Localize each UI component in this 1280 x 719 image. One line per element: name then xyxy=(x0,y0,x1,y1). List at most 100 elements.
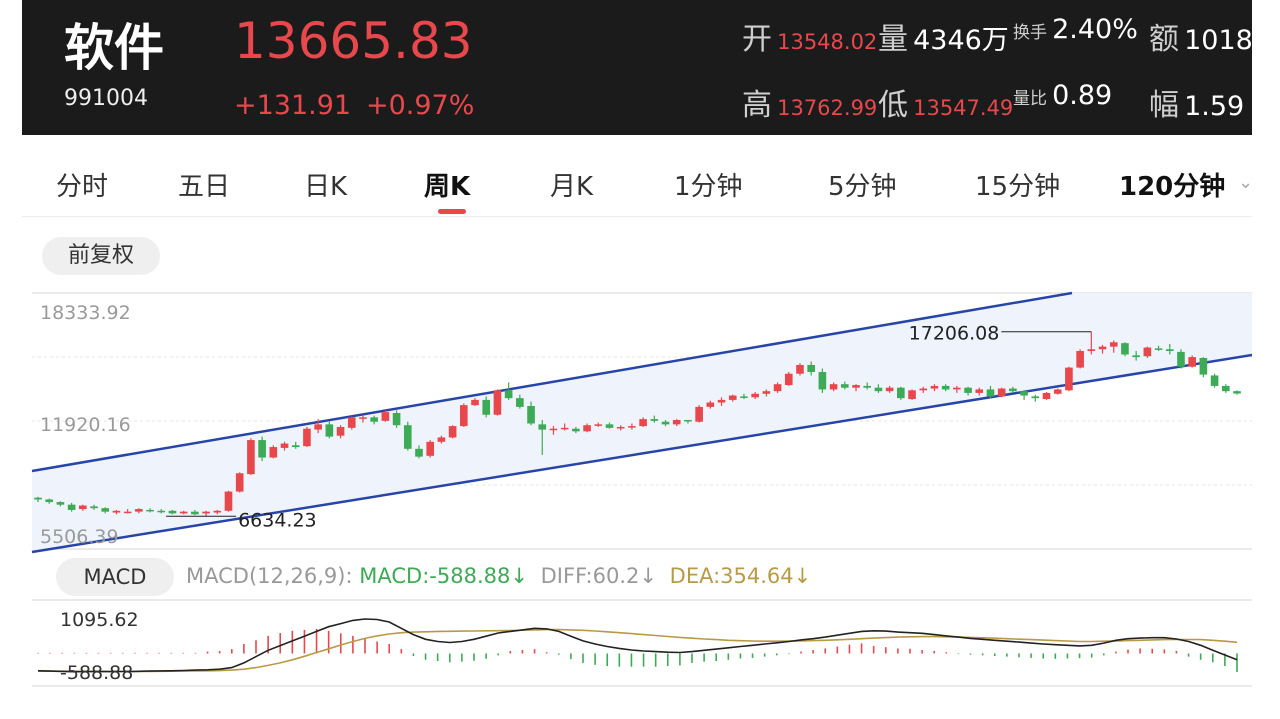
period-tabs: 分时 五日 日K 周K 月K 1分钟 5分钟 15分钟 120分钟 xyxy=(22,150,1252,217)
macd-axis-label: 1095.62 xyxy=(60,609,139,631)
amount-value: 1018 xyxy=(1184,25,1252,56)
candle-body xyxy=(123,511,132,514)
candle-body xyxy=(79,505,87,510)
candle-body xyxy=(897,387,905,399)
tab-120min[interactable]: 120分钟 xyxy=(1119,172,1226,202)
candle-body xyxy=(224,491,233,511)
candle-body xyxy=(67,504,76,510)
candle-body xyxy=(1188,357,1196,367)
candle-body xyxy=(347,417,356,428)
price-change: +131.91 xyxy=(234,90,352,121)
candle-body xyxy=(1233,391,1241,394)
amplitude-label: 幅 xyxy=(1149,88,1179,123)
candle-body xyxy=(280,443,289,448)
candle-body xyxy=(1221,385,1230,392)
max-price-label: 17206.08 xyxy=(909,323,1000,345)
candle-body xyxy=(493,390,502,415)
adjust-button[interactable]: 前复权 xyxy=(42,237,160,275)
candle-body xyxy=(852,385,860,388)
candle-body xyxy=(157,510,166,513)
candle-body xyxy=(706,402,715,407)
candle-body xyxy=(1177,351,1185,367)
volume-value: 4346万 xyxy=(913,25,1009,56)
candle-body xyxy=(482,399,491,415)
candle-body xyxy=(964,387,972,393)
tab-weekly-k[interactable]: 周K xyxy=(424,172,471,202)
candle-body xyxy=(1199,357,1208,375)
diff-line xyxy=(37,618,1238,673)
candle-body xyxy=(986,389,995,397)
turnover-label: 换手 xyxy=(1013,23,1047,43)
candle-body xyxy=(426,441,435,456)
candle-body xyxy=(605,424,614,428)
candle-body xyxy=(538,424,547,430)
low-stat: 低 13547.49 xyxy=(878,80,1013,124)
candle-body xyxy=(885,387,894,392)
candle-body xyxy=(751,393,759,398)
candle-body xyxy=(773,384,782,392)
candle-body xyxy=(840,384,849,388)
dea-value: DEA:354.64↓ xyxy=(669,564,812,588)
amount-stat: 额 1018 xyxy=(1149,14,1252,58)
candle-body xyxy=(1098,346,1107,350)
kline-chart: 18333.92 11920.16 5506.39 17206.08 6634.23 10… xyxy=(31,291,1252,687)
tab-intraday[interactable]: 分时 xyxy=(56,172,109,202)
candle-body xyxy=(56,502,65,505)
candle-body xyxy=(303,428,311,447)
price-axis-label: 11920.16 xyxy=(40,414,131,436)
macd-params: MACD(12,26,9): xyxy=(186,564,353,588)
candle-body xyxy=(975,389,984,393)
candle-body xyxy=(1065,367,1073,391)
candle-body xyxy=(919,388,928,391)
candle-body xyxy=(135,509,143,512)
tab-monthly-k[interactable]: 月K xyxy=(550,172,594,202)
candle-body xyxy=(90,506,98,509)
tab-daily-k[interactable]: 日K xyxy=(304,172,348,202)
candle-body xyxy=(146,509,154,512)
turnover-value: 2.40% xyxy=(1052,14,1138,45)
candle-body xyxy=(930,385,939,389)
tab-5min[interactable]: 5分钟 xyxy=(828,172,897,202)
candle-body xyxy=(1154,348,1163,350)
candle-body xyxy=(403,425,412,449)
candle-body xyxy=(415,448,423,457)
candle-body xyxy=(695,406,703,422)
candle-body xyxy=(583,425,591,432)
candle-body xyxy=(762,391,771,394)
candle-body xyxy=(191,511,199,515)
candle-body xyxy=(829,384,838,390)
candle-body xyxy=(650,419,659,421)
candle-body xyxy=(661,421,670,425)
candle-body xyxy=(437,437,446,442)
indicator-selector[interactable]: MACD xyxy=(56,558,174,596)
low-label: 低 xyxy=(878,88,908,123)
candle-body xyxy=(527,406,535,424)
candle-body xyxy=(740,396,748,398)
tab-five-day[interactable]: 五日 xyxy=(178,172,231,202)
candle-body xyxy=(953,387,961,390)
candle-body xyxy=(381,412,390,421)
candle-body xyxy=(504,390,513,399)
chevron-down-icon[interactable]: ⌄ xyxy=(1238,172,1252,193)
candle-body xyxy=(258,440,266,458)
volume-label: 量 xyxy=(878,22,908,57)
candle-body xyxy=(784,373,793,386)
candle-body xyxy=(112,510,121,513)
candle-body xyxy=(291,445,300,448)
high-stat: 高 13762.99 xyxy=(742,80,877,124)
tab-1min[interactable]: 1分钟 xyxy=(674,172,743,202)
active-tab-indicator xyxy=(438,209,466,214)
candle-body xyxy=(796,364,804,374)
open-label: 开 xyxy=(742,22,772,57)
candle-body xyxy=(684,419,692,422)
candle-body xyxy=(560,427,569,430)
candle-body xyxy=(594,424,603,426)
candle-body xyxy=(1121,343,1129,355)
price-axis-label: 18333.92 xyxy=(40,302,131,324)
candle-body xyxy=(179,511,188,514)
last-price: 13665.83 xyxy=(234,12,473,70)
quote-header: 软件 991004 13665.83 +131.91 +0.97% 开 1354… xyxy=(22,0,1252,135)
candle-body xyxy=(359,417,367,419)
tab-15min[interactable]: 15分钟 xyxy=(975,172,1061,202)
candle-body xyxy=(460,405,468,427)
